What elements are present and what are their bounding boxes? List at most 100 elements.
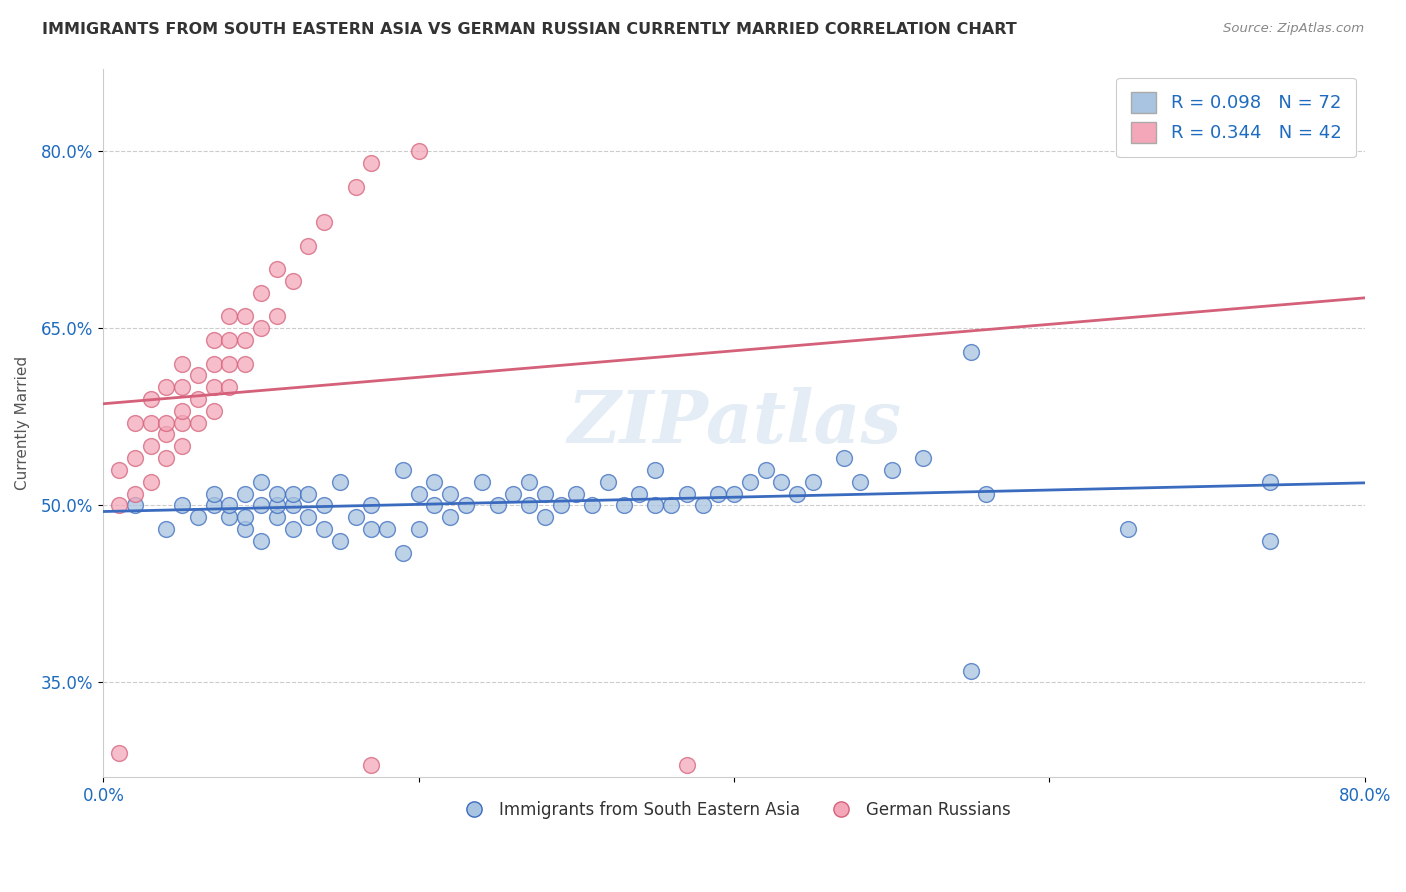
- Point: [172, 380, 194, 394]
- Point: [297, 238, 319, 252]
- Point: [770, 475, 793, 489]
- Point: [139, 475, 162, 489]
- Point: [692, 499, 714, 513]
- Point: [314, 215, 336, 229]
- Point: [314, 522, 336, 536]
- Point: [233, 310, 256, 324]
- Point: [139, 439, 162, 453]
- Point: [880, 463, 903, 477]
- Point: [250, 321, 273, 335]
- Point: [233, 333, 256, 347]
- Point: [1258, 475, 1281, 489]
- Point: [266, 510, 288, 524]
- Point: [1258, 533, 1281, 548]
- Point: [392, 463, 415, 477]
- Text: IMMIGRANTS FROM SOUTH EASTERN ASIA VS GERMAN RUSSIAN CURRENTLY MARRIED CORRELATI: IMMIGRANTS FROM SOUTH EASTERN ASIA VS GE…: [42, 22, 1017, 37]
- Point: [202, 333, 225, 347]
- Point: [250, 475, 273, 489]
- Point: [233, 486, 256, 500]
- Point: [155, 522, 177, 536]
- Point: [1116, 522, 1139, 536]
- Point: [187, 510, 209, 524]
- Point: [250, 499, 273, 513]
- Point: [439, 486, 461, 500]
- Point: [218, 510, 240, 524]
- Point: [108, 463, 131, 477]
- Point: [266, 262, 288, 277]
- Point: [644, 463, 666, 477]
- Point: [344, 179, 367, 194]
- Point: [266, 310, 288, 324]
- Point: [707, 486, 730, 500]
- Point: [439, 510, 461, 524]
- Point: [360, 156, 382, 170]
- Point: [423, 475, 446, 489]
- Point: [218, 357, 240, 371]
- Point: [423, 499, 446, 513]
- Point: [155, 380, 177, 394]
- Point: [250, 533, 273, 548]
- Point: [155, 427, 177, 442]
- Point: [218, 310, 240, 324]
- Point: [108, 746, 131, 760]
- Point: [628, 486, 651, 500]
- Point: [297, 486, 319, 500]
- Point: [155, 451, 177, 466]
- Point: [786, 486, 808, 500]
- Point: [314, 499, 336, 513]
- Point: [849, 475, 872, 489]
- Point: [486, 499, 509, 513]
- Point: [534, 486, 557, 500]
- Point: [139, 416, 162, 430]
- Point: [723, 486, 745, 500]
- Point: [202, 404, 225, 418]
- Point: [801, 475, 824, 489]
- Point: [202, 499, 225, 513]
- Point: [976, 486, 998, 500]
- Point: [613, 499, 636, 513]
- Point: [233, 357, 256, 371]
- Point: [360, 758, 382, 772]
- Point: [581, 499, 603, 513]
- Point: [297, 510, 319, 524]
- Point: [375, 522, 398, 536]
- Point: [124, 451, 146, 466]
- Point: [155, 416, 177, 430]
- Point: [202, 357, 225, 371]
- Point: [266, 486, 288, 500]
- Point: [187, 416, 209, 430]
- Point: [218, 499, 240, 513]
- Point: [534, 510, 557, 524]
- Point: [471, 475, 494, 489]
- Point: [912, 451, 935, 466]
- Point: [755, 463, 778, 477]
- Point: [139, 392, 162, 406]
- Point: [392, 545, 415, 559]
- Point: [344, 510, 367, 524]
- Point: [172, 404, 194, 418]
- Point: [266, 499, 288, 513]
- Point: [834, 451, 856, 466]
- Point: [675, 758, 697, 772]
- Point: [172, 416, 194, 430]
- Point: [959, 344, 981, 359]
- Point: [250, 285, 273, 300]
- Point: [233, 522, 256, 536]
- Point: [172, 439, 194, 453]
- Point: [172, 499, 194, 513]
- Point: [124, 416, 146, 430]
- Point: [218, 333, 240, 347]
- Text: ZIPatlas: ZIPatlas: [567, 387, 901, 458]
- Text: Source: ZipAtlas.com: Source: ZipAtlas.com: [1223, 22, 1364, 36]
- Point: [218, 380, 240, 394]
- Point: [550, 499, 572, 513]
- Point: [172, 357, 194, 371]
- Point: [202, 380, 225, 394]
- Point: [454, 499, 477, 513]
- Point: [959, 664, 981, 678]
- Point: [502, 486, 524, 500]
- Y-axis label: Currently Married: Currently Married: [15, 356, 30, 490]
- Point: [659, 499, 682, 513]
- Point: [408, 486, 430, 500]
- Point: [281, 499, 304, 513]
